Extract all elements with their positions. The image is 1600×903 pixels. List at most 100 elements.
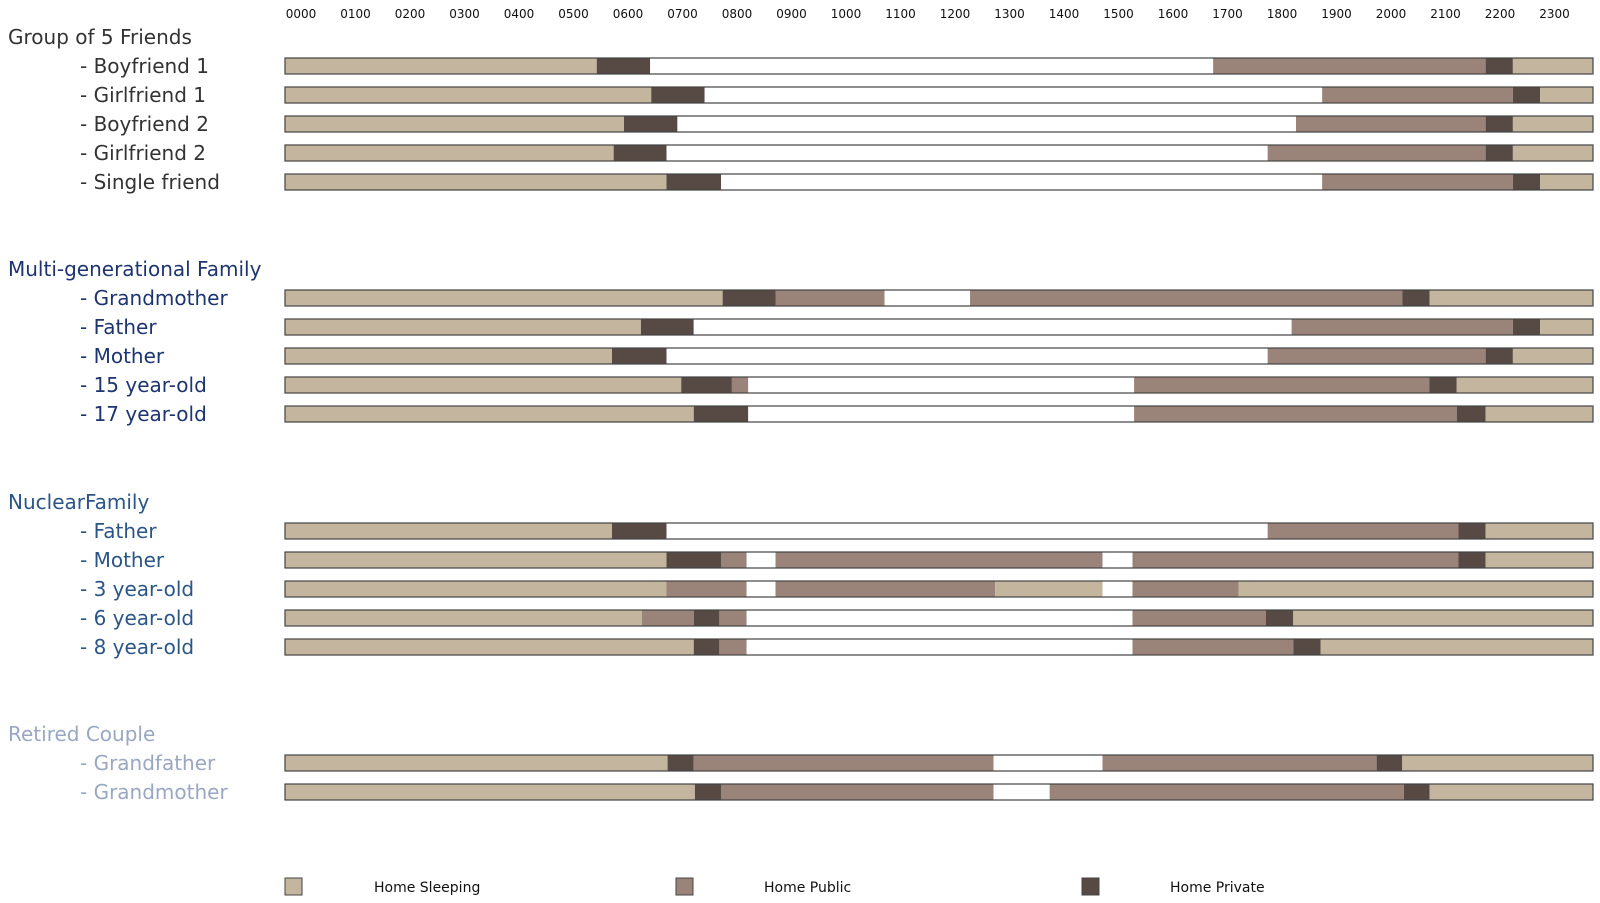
schedule-segment-sleeping <box>1238 581 1593 597</box>
schedule-segment-public <box>721 552 747 568</box>
schedule-segment-public <box>1213 58 1486 74</box>
schedule-segment-private <box>1266 610 1294 626</box>
schedule-bar-outline <box>284 638 1594 656</box>
schedule-bar-outline <box>284 57 1594 75</box>
schedule-segment-away <box>1102 581 1133 597</box>
schedule-segment-away <box>650 58 1214 74</box>
schedule-segment-public <box>1267 523 1459 539</box>
schedule-segment-sleeping <box>1512 116 1593 132</box>
schedule-segment-public <box>693 755 994 771</box>
group-title: NuclearFamily <box>8 490 149 514</box>
x-tick-label: 0200 <box>395 7 426 21</box>
schedule-segment-private <box>694 784 721 800</box>
schedule-segment-public <box>719 639 747 655</box>
x-tick-label: 0400 <box>504 7 535 21</box>
schedule-segment-public <box>1295 116 1486 132</box>
group-title: Group of 5 Friends <box>8 25 192 49</box>
schedule-segment-sleeping <box>1512 145 1593 161</box>
schedule-segment-sleeping <box>1540 174 1593 190</box>
schedule-segment-sleeping <box>285 610 642 626</box>
schedule-segment-sleeping <box>1540 319 1593 335</box>
x-tick-label: 1600 <box>1158 7 1189 21</box>
x-tick-label: 0000 <box>286 7 317 21</box>
x-tick-label: 1700 <box>1212 7 1243 21</box>
x-tick-label: 1900 <box>1321 7 1352 21</box>
schedule-segment-private <box>1485 348 1513 364</box>
schedule-segment-private <box>1376 755 1403 771</box>
x-tick-label: 1300 <box>994 7 1025 21</box>
schedule-segment-public <box>1132 639 1294 655</box>
schedule-segment-public <box>666 581 747 597</box>
schedule-segment-away <box>746 639 1133 655</box>
schedule-segment-private <box>693 406 749 422</box>
x-tick-label: 0700 <box>667 7 698 21</box>
member-label: - Mother <box>80 344 165 368</box>
schedule-segment-private <box>1485 58 1513 74</box>
member-label: - Boyfriend 1 <box>80 54 209 78</box>
member-label: - 6 year-old <box>80 606 194 630</box>
schedule-segment-away <box>993 784 1050 800</box>
x-tick-label: 2000 <box>1376 7 1407 21</box>
schedule-segment-private <box>722 290 776 306</box>
schedule-segment-sleeping <box>1456 377 1593 393</box>
schedule-segment-private <box>666 174 721 190</box>
schedule-segment-public <box>1134 377 1430 393</box>
x-tick-label: 0300 <box>449 7 480 21</box>
schedule-group: Multi-generational Family - Grandmother - … <box>8 257 1594 426</box>
schedule-bar-outline <box>284 580 1594 598</box>
schedule-segment-sleeping <box>1540 87 1593 103</box>
schedule-segment-away <box>666 145 1268 161</box>
schedule-segment-private <box>1512 87 1541 103</box>
schedule-segment-private <box>1512 319 1541 335</box>
schedule-bar-outline <box>284 783 1594 801</box>
schedule-segment-sleeping <box>1320 639 1593 655</box>
schedule-bar-outline <box>284 144 1594 162</box>
schedule-segment-away <box>746 552 776 568</box>
schedule-segment-public <box>731 377 749 393</box>
x-tick-label: 0100 <box>340 7 371 21</box>
schedule-segment-away <box>748 377 1135 393</box>
schedule-segment-sleeping <box>1485 552 1593 568</box>
schedule-segment-public <box>1267 145 1486 161</box>
schedule-bar-outline <box>284 289 1594 307</box>
schedule-segment-private <box>1456 406 1486 422</box>
schedule-segment-away <box>677 116 1296 132</box>
schedule-segment-public <box>721 784 994 800</box>
schedule-segment-sleeping <box>1293 610 1593 626</box>
schedule-segment-away <box>748 406 1135 422</box>
schedule-segment-public <box>1134 406 1457 422</box>
schedule-segment-private <box>1512 174 1541 190</box>
member-label: - Grandmother <box>80 780 228 804</box>
schedule-segment-public <box>719 610 747 626</box>
member-label: - Girlfriend 1 <box>80 83 206 107</box>
schedule-segment-sleeping <box>285 639 694 655</box>
schedule-segment-sleeping <box>285 377 682 393</box>
schedule-segment-public <box>775 581 996 597</box>
schedule-segment-private <box>666 552 721 568</box>
schedule-segment-private <box>681 377 732 393</box>
x-tick-label: 1000 <box>831 7 862 21</box>
member-label: - Girlfriend 2 <box>80 141 206 165</box>
schedule-segment-sleeping <box>285 581 667 597</box>
x-tick-label: 0800 <box>722 7 753 21</box>
member-label: - 15 year-old <box>80 373 207 397</box>
x-tick-label: 0500 <box>558 7 589 21</box>
schedule-segment-public <box>970 290 1403 306</box>
schedule-segment-sleeping <box>285 406 694 422</box>
x-tick-label: 2300 <box>1539 7 1570 21</box>
schedule-segment-away <box>1102 552 1133 568</box>
schedule-segment-sleeping <box>285 58 597 74</box>
schedule-segment-sleeping <box>1485 406 1593 422</box>
member-label: - Father <box>80 315 157 339</box>
schedule-segment-private <box>623 116 678 132</box>
member-label: - Boyfriend 2 <box>80 112 209 136</box>
x-tick-label: 1100 <box>885 7 916 21</box>
schedule-segment-private <box>1403 784 1430 800</box>
x-tick-label: 0600 <box>613 7 644 21</box>
member-label: - Grandmother <box>80 286 228 310</box>
schedule-segment-sleeping <box>1485 523 1593 539</box>
member-label: - Grandfather <box>80 751 216 775</box>
group-title: Retired Couple <box>8 722 155 746</box>
schedule-segment-away <box>666 348 1268 364</box>
